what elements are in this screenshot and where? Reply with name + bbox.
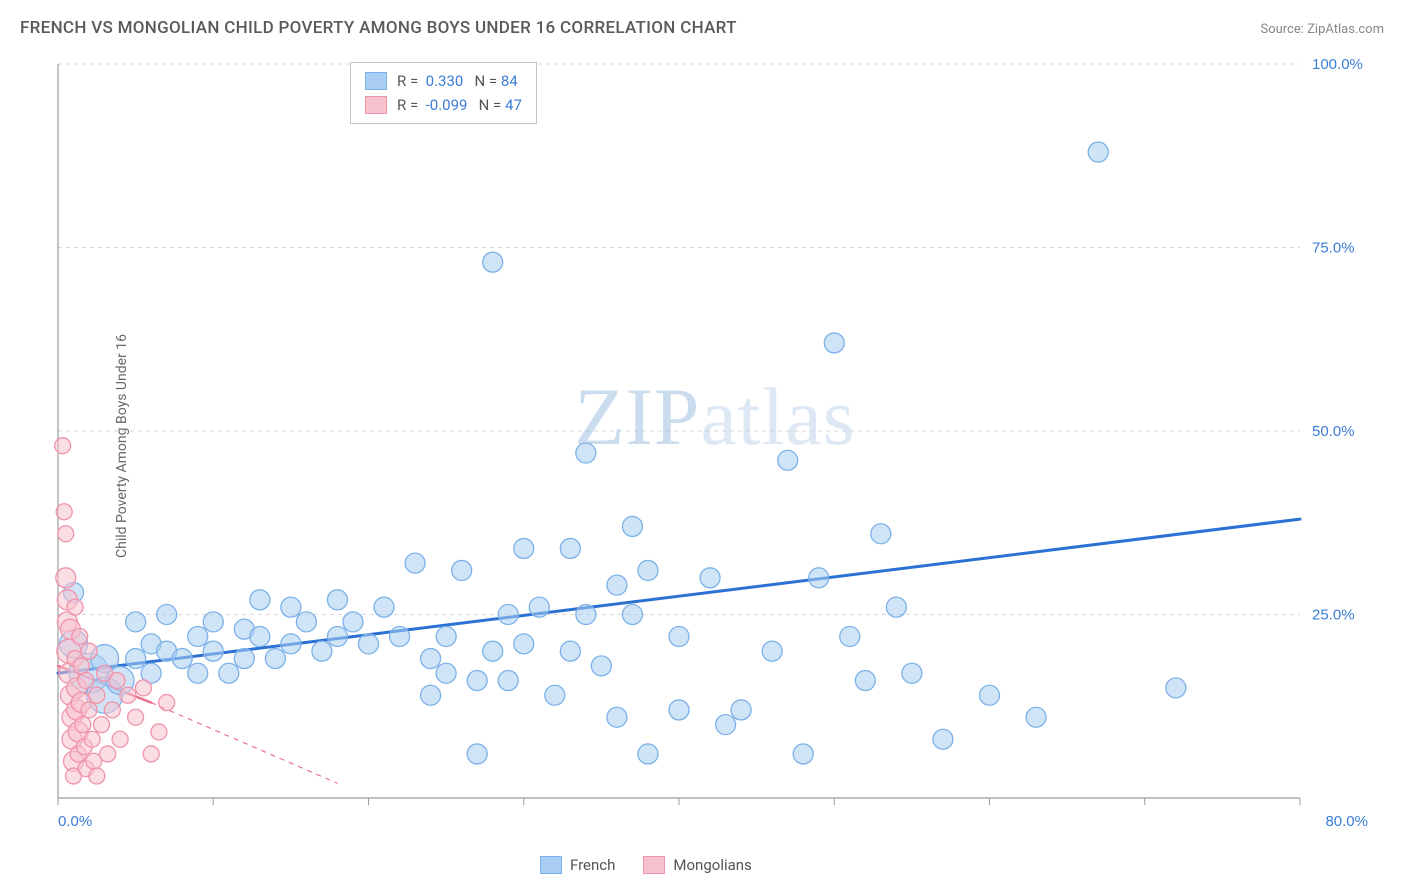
stats-row: R = 0.330 N = 84 [365,69,522,93]
chart-legend: French Mongolians [540,856,752,874]
svg-text:100.0%: 100.0% [1312,58,1363,73]
svg-text:75.0%: 75.0% [1312,240,1355,257]
series-swatch [540,856,562,874]
scatter-chart: 25.0% 50.0% 75.0% 100.0% 0.0% 80.0% [50,58,1380,838]
series-swatch [365,72,387,90]
legend-label: French [570,856,615,874]
legend-item: Mongolians [643,856,751,874]
stats-row: R = -0.099 N = 47 [365,93,522,117]
series-swatch [643,856,665,874]
svg-text:0.0%: 0.0% [58,813,92,830]
legend-item: French [540,856,615,874]
chart-plot-area: 25.0%50.0%75.0%100.0%0.0%80.0% ZIPatlas [50,58,1380,838]
svg-text:50.0%: 50.0% [1312,423,1355,440]
svg-text:25.0%: 25.0% [1312,607,1355,624]
series-swatch [365,96,387,114]
stats-text: R = 0.330 N = 84 [397,69,518,93]
legend-label: Mongolians [673,856,751,874]
chart-title: FRENCH VS MONGOLIAN CHILD POVERTY AMONG … [20,18,737,38]
svg-text:80.0%: 80.0% [1325,813,1368,830]
stats-text: R = -0.099 N = 47 [397,93,522,117]
source-attribution: Source: ZipAtlas.com [1260,22,1384,37]
correlation-stats-box: R = 0.330 N = 84R = -0.099 N = 47 [350,62,537,124]
